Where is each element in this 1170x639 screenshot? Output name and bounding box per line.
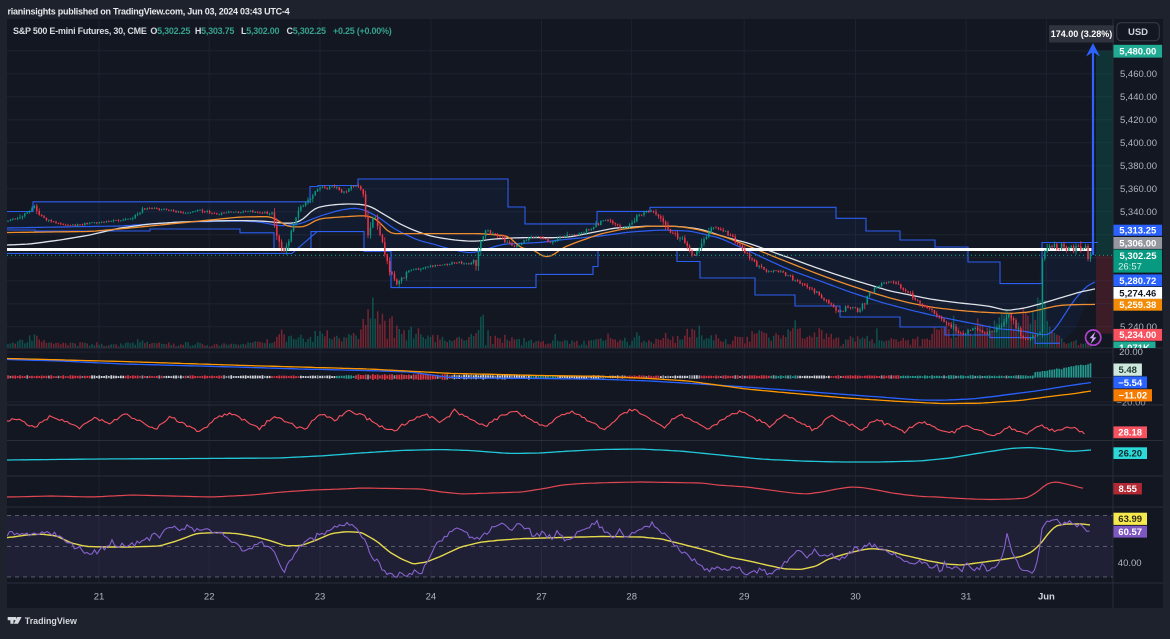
svg-text:5,360.00: 5,360.00 — [1120, 184, 1157, 195]
svg-text:5,400.00: 5,400.00 — [1120, 138, 1157, 149]
svg-text:5,380.00: 5,380.00 — [1120, 161, 1157, 172]
svg-text:TradingView: TradingView — [25, 616, 77, 626]
svg-text:26:57: 26:57 — [1118, 261, 1142, 272]
svg-text:1.071K: 1.071K — [1119, 343, 1150, 354]
svg-text:5,306.00: 5,306.00 — [1119, 238, 1156, 249]
svg-text:5.48: 5.48 — [1118, 365, 1137, 376]
svg-text:23: 23 — [315, 591, 326, 602]
svg-text:20.00: 20.00 — [1119, 347, 1143, 358]
svg-text:8.55: 8.55 — [1118, 484, 1137, 495]
svg-text:5,274.46: 5,274.46 — [1119, 288, 1156, 299]
svg-text:5,480.00: 5,480.00 — [1119, 47, 1156, 58]
svg-text:5,234.00: 5,234.00 — [1119, 330, 1156, 341]
svg-text:S&P 500 E-mini Futures, 30, CM: S&P 500 E-mini Futures, 30, CME O5,302.25… — [13, 26, 392, 36]
svg-text:22: 22 — [204, 591, 215, 602]
svg-text:21: 21 — [94, 591, 105, 602]
svg-text:29: 29 — [739, 591, 750, 602]
svg-text:Jun: Jun — [1038, 591, 1055, 602]
svg-text:26.20: 26.20 — [1118, 449, 1142, 460]
svg-text:60.57: 60.57 — [1118, 527, 1142, 538]
svg-text:28: 28 — [626, 591, 637, 602]
svg-text:5,302.25: 5,302.25 — [1120, 251, 1158, 262]
svg-text:24: 24 — [426, 591, 437, 602]
svg-text:174.00 (3.28%): 174.00 (3.28%) — [1051, 29, 1113, 39]
svg-text:5,280.72: 5,280.72 — [1119, 276, 1156, 287]
svg-text:31: 31 — [961, 591, 972, 602]
svg-text:5,440.00: 5,440.00 — [1120, 92, 1157, 103]
svg-text:−20.00: −20.00 — [1116, 397, 1145, 408]
svg-text:rianinsights published on Trad: rianinsights published on TradingView.co… — [8, 7, 290, 17]
svg-text:−5.54: −5.54 — [1118, 378, 1143, 389]
svg-text:−11.02: −11.02 — [1118, 391, 1147, 402]
svg-text:5,460.00: 5,460.00 — [1120, 69, 1157, 80]
svg-text:5,340.00: 5,340.00 — [1120, 207, 1157, 218]
svg-text:5,420.00: 5,420.00 — [1120, 115, 1157, 126]
svg-text:USD: USD — [1128, 27, 1148, 38]
svg-text:27: 27 — [536, 591, 547, 602]
svg-text:28.18: 28.18 — [1118, 428, 1142, 439]
svg-text:5,313.25: 5,313.25 — [1119, 226, 1157, 237]
svg-text:63.99: 63.99 — [1118, 514, 1142, 525]
svg-text:30: 30 — [850, 591, 861, 602]
svg-text:40.00: 40.00 — [1118, 558, 1142, 569]
svg-text:5,259.38: 5,259.38 — [1119, 300, 1156, 311]
svg-text:5,240.00: 5,240.00 — [1120, 322, 1157, 333]
